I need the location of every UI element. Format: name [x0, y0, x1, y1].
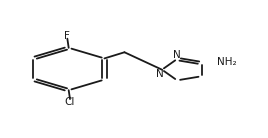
Text: Cl: Cl	[65, 97, 75, 107]
Text: F: F	[64, 31, 70, 41]
Text: NH₂: NH₂	[217, 57, 237, 67]
Text: N: N	[173, 50, 180, 60]
Text: N: N	[156, 68, 164, 79]
